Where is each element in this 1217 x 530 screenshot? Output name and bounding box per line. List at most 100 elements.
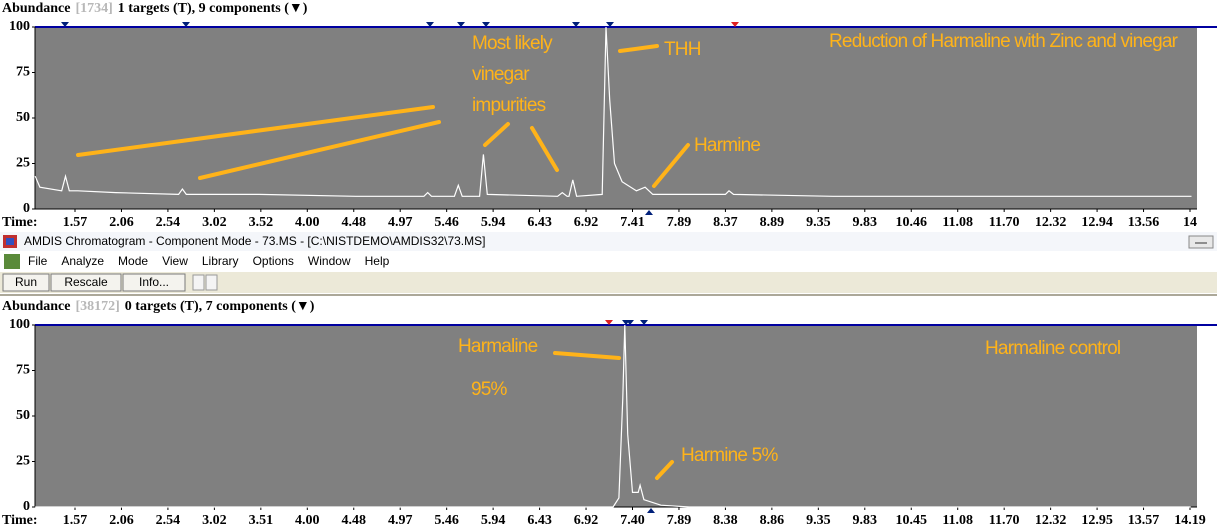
menu-icon [4, 254, 20, 269]
component-marker[interactable] [606, 22, 614, 27]
x-tick-label: 8.37 [713, 215, 738, 230]
x-tick-label: 12.94 [1081, 215, 1113, 230]
x-tick-label: 9.35 [806, 513, 831, 528]
component-info[interactable]: 1 targets (T), 9 components (▼) [118, 1, 308, 16]
menu-item[interactable]: Options [253, 254, 294, 268]
component-marker[interactable] [731, 22, 739, 27]
component-marker[interactable] [605, 320, 613, 325]
x-axis-label: Time: [2, 513, 38, 528]
chromatogram-trace [35, 324, 1191, 508]
x-tick-label: 11.08 [942, 215, 973, 230]
chromatogram-panel: Abundance [38172] 0 targets (T), 7 compone… [2, 299, 1217, 528]
x-axis-label: Time: [2, 215, 38, 230]
toolbar-button[interactable] [2, 273, 50, 292]
component-marker[interactable] [626, 320, 634, 325]
x-tick-label: 3.02 [202, 215, 227, 230]
annotation-line [483, 122, 510, 147]
annotation: Harmaline [458, 336, 538, 357]
y-tick-label: 100 [9, 317, 30, 332]
x-tick-label: 12.32 [1035, 513, 1067, 528]
x-tick-label: 4.48 [342, 513, 367, 528]
y-tick-label: 25 [16, 156, 30, 171]
toolbar-button[interactable] [50, 273, 122, 292]
chromatogram-trace [34, 26, 1192, 197]
menu-item[interactable]: View [162, 254, 188, 268]
toolbar-button[interactable] [122, 273, 186, 292]
component-info[interactable]: 0 targets (T), 7 components (▼) [125, 299, 315, 314]
component-marker[interactable] [482, 22, 490, 27]
abundance-label: Abundance [2, 299, 70, 314]
menu-item[interactable]: Analyze [61, 254, 104, 268]
annotation-line [652, 143, 690, 188]
x-tick-label: 11.70 [989, 513, 1020, 528]
x-tick-label: 6.92 [574, 215, 599, 230]
restore-button[interactable] [1188, 235, 1214, 249]
x-tick-label: 4.00 [295, 215, 320, 230]
x-tick-label: 5.94 [481, 513, 506, 528]
y-tick-label: 100 [9, 19, 30, 34]
x-tick-label: 6.43 [527, 215, 552, 230]
x-tick-label: 9.83 [853, 215, 878, 230]
annotation: impurities [472, 95, 546, 116]
x-tick-label: 7.40 [620, 513, 645, 528]
annotation-line [198, 120, 441, 180]
annotation-line [655, 460, 674, 480]
menu-item[interactable]: Window [308, 254, 351, 268]
component-marker[interactable] [426, 22, 434, 27]
scroll-right[interactable] [205, 274, 218, 291]
annotation: Harmaline control [985, 338, 1120, 359]
y-tick-label: 75 [16, 363, 30, 378]
component-marker[interactable] [645, 210, 653, 215]
x-tick-label: 5.94 [481, 215, 506, 230]
toolbar-button-label[interactable]: Rescale [64, 275, 108, 289]
plot-area [35, 325, 1197, 507]
menu-item[interactable]: Library [202, 254, 239, 268]
x-tick-label: 4.97 [388, 215, 413, 230]
annotation-line [553, 351, 621, 360]
component-marker[interactable] [640, 320, 648, 325]
annotation-line [530, 126, 559, 172]
annotation: Harmine [694, 135, 760, 156]
app-icon-inner [6, 238, 14, 245]
x-tick-label: 5.46 [434, 215, 459, 230]
annotation: THH [664, 39, 701, 60]
menu-item[interactable]: File [28, 254, 48, 268]
component-marker[interactable] [457, 22, 465, 27]
x-tick-label: 8.86 [760, 513, 785, 528]
x-tick-label: 2.06 [109, 513, 134, 528]
y-tick-label: 50 [16, 110, 30, 125]
x-tick-label: 3.52 [249, 215, 274, 230]
x-tick-label: 1.57 [63, 215, 88, 230]
y-tick-label: 75 [16, 65, 30, 80]
x-tick-label: 6.43 [527, 513, 552, 528]
y-tick-label: 50 [16, 408, 30, 423]
x-tick-label: 3.02 [202, 513, 227, 528]
toolbar-button-label[interactable]: Info... [139, 275, 169, 289]
x-tick-label: 5.46 [434, 513, 459, 528]
x-tick-label: 2.54 [156, 513, 181, 528]
x-tick-label: 9.35 [806, 215, 831, 230]
annotation-line [76, 105, 435, 157]
x-tick-label: 4.97 [388, 513, 413, 528]
title-bar [0, 232, 1217, 251]
scroll-left[interactable] [192, 274, 205, 291]
annotation: Most likely [472, 33, 553, 54]
x-tick-label: 11.08 [942, 513, 973, 528]
y-tick-label: 25 [16, 454, 30, 469]
toolbar-button-label[interactable]: Run [15, 275, 37, 289]
menu-item[interactable]: Help [365, 254, 390, 268]
x-tick-label: 14.19 [1174, 513, 1206, 528]
plot-area [35, 27, 1197, 209]
menu-item[interactable]: Mode [118, 254, 148, 268]
component-marker[interactable] [572, 22, 580, 27]
component-marker[interactable] [182, 22, 190, 27]
x-tick-label: 8.38 [713, 513, 738, 528]
component-marker[interactable] [647, 508, 655, 513]
annotation: vinegar [472, 64, 530, 85]
toolbar [0, 272, 1217, 293]
x-tick-label: 7.89 [667, 215, 692, 230]
x-tick-label: 4.00 [295, 513, 320, 528]
component-marker[interactable] [61, 22, 69, 27]
x-tick-label: 3.51 [249, 513, 274, 528]
